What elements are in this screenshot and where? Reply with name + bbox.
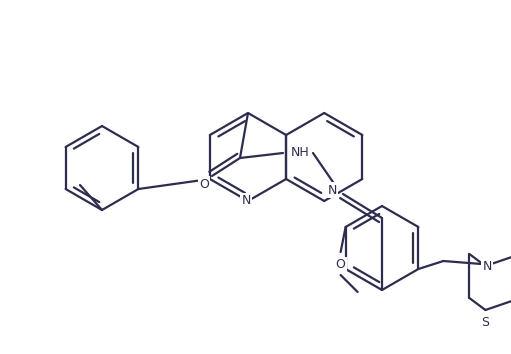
Text: N: N	[328, 183, 337, 196]
Text: N: N	[483, 259, 492, 273]
Text: O: O	[199, 177, 209, 190]
Text: N: N	[241, 194, 251, 207]
Text: NH: NH	[291, 147, 309, 160]
Text: O: O	[336, 258, 345, 272]
Text: S: S	[481, 315, 490, 329]
